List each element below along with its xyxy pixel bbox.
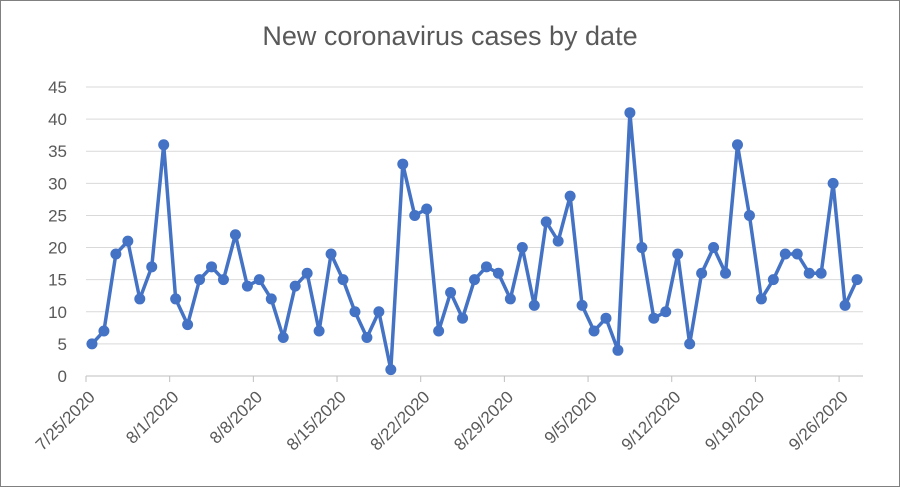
data-point (217, 274, 229, 286)
x-axis: 7/25/2020 8/1/2020 8/8/2020 8/15/2020 8/22/2… (32, 375, 863, 454)
data-point (170, 293, 182, 305)
data-point (253, 274, 265, 286)
data-point (241, 280, 253, 292)
chart-title: New coronavirus cases by date (262, 21, 638, 51)
data-point (86, 338, 98, 350)
x-tick-label: 8/15/2020 (283, 387, 350, 454)
data-point (194, 274, 206, 286)
data-point (588, 325, 600, 337)
data-point (779, 248, 791, 260)
y-tick-label: 25 (48, 206, 67, 225)
data-point (182, 319, 194, 331)
y-tick-label: 30 (48, 174, 67, 193)
y-tick-label: 35 (48, 142, 67, 161)
data-point (313, 325, 325, 337)
data-point (457, 312, 469, 324)
data-point (229, 229, 241, 241)
data-point (98, 325, 110, 337)
data-point (433, 325, 445, 337)
data-point (791, 248, 803, 260)
y-tick-label: 40 (48, 110, 67, 129)
x-tick-label: 8/1/2020 (122, 387, 182, 447)
data-point (660, 306, 672, 318)
data-point (158, 139, 170, 151)
data-point (504, 293, 516, 305)
data-point (803, 267, 815, 279)
y-tick-label: 10 (48, 303, 67, 322)
data-point (636, 242, 648, 254)
y-tick-label: 0 (58, 367, 67, 386)
data-point (516, 242, 528, 254)
data-point (110, 248, 122, 260)
data-point (492, 267, 504, 279)
data-point (696, 267, 708, 279)
x-tick-label: 9/5/2020 (541, 387, 601, 447)
x-tick-label: 9/26/2020 (785, 387, 852, 454)
data-point (122, 235, 134, 247)
data-point (839, 299, 851, 311)
data-point (146, 261, 158, 273)
data-point (731, 139, 743, 151)
data-point (349, 306, 361, 318)
data-point (134, 293, 146, 305)
data-point (385, 364, 397, 376)
data-point (409, 209, 421, 221)
data-point (445, 287, 457, 299)
data-point (612, 344, 624, 356)
data-point (540, 216, 552, 228)
data-point (397, 158, 409, 170)
data-point (815, 267, 827, 279)
data-point (755, 293, 767, 305)
data-point (373, 306, 385, 318)
data-point (624, 107, 636, 119)
data-point (743, 209, 755, 221)
data-point (720, 267, 732, 279)
data-point (684, 338, 696, 350)
x-tick-label: 8/29/2020 (450, 387, 517, 454)
data-point (337, 274, 349, 286)
data-point (289, 280, 301, 292)
x-tick-label: 9/12/2020 (618, 387, 685, 454)
data-point (469, 274, 480, 286)
data-point (265, 293, 277, 305)
data-point (672, 248, 684, 260)
y-axis: 0 5 10 15 20 25 30 35 40 45 (48, 78, 67, 386)
y-tick-label: 20 (48, 239, 67, 258)
y-tick-label: 5 (58, 335, 67, 354)
data-point (600, 312, 612, 324)
data-point (421, 203, 433, 215)
y-tick-label: 15 (48, 271, 67, 290)
data-point (851, 274, 863, 286)
data-point (564, 190, 576, 202)
x-tick-label: 8/8/2020 (206, 387, 266, 447)
x-tick-label: 9/19/2020 (701, 387, 768, 454)
data-point (552, 235, 564, 247)
data-point (325, 248, 337, 260)
y-tick-label: 45 (48, 78, 67, 97)
data-point (648, 312, 660, 324)
series (86, 107, 863, 376)
data-point (206, 261, 218, 273)
data-point (708, 242, 720, 254)
data-point (528, 299, 540, 311)
data-point (827, 177, 839, 189)
data-point (361, 331, 373, 343)
x-tick-label: 7/25/2020 (32, 387, 99, 454)
data-point (767, 274, 779, 286)
data-point (480, 261, 492, 273)
data-point (576, 299, 588, 311)
x-tick-label: 8/22/2020 (367, 387, 434, 454)
data-point (301, 267, 313, 279)
data-point (277, 331, 289, 343)
